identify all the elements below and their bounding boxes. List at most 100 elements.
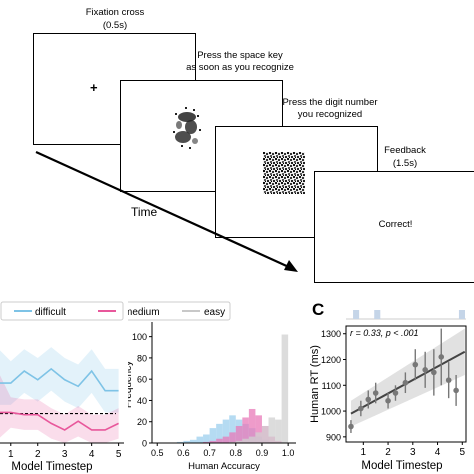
accuracy-timestep-line-chart: difficult 1 2 3 4 5 Model Timestep <box>0 301 124 473</box>
legend-label-difficult: difficult <box>35 307 66 318</box>
time-label: Time <box>131 205 158 219</box>
x-tick-label-2: 2 <box>385 447 391 458</box>
x-tick-label-4: 4 <box>435 447 441 458</box>
x-axis-label: Model Timestep <box>361 460 442 472</box>
bar-difficult-6 <box>216 423 223 443</box>
panel-c-letter: C <box>312 300 325 319</box>
bar-easy-11 <box>248 436 256 443</box>
x-axis-label: Model Timestep <box>11 461 92 473</box>
fixation-title: Fixation cross <box>85 7 145 18</box>
x-tick-label-4: 4 <box>89 449 95 460</box>
x-tick-label-1: 1 <box>361 447 367 458</box>
legend-box-mid <box>128 301 231 321</box>
y-tick-label-900: 900 <box>326 432 341 442</box>
mask-instruction-line2: you recognized <box>297 109 363 120</box>
stimulus-instruction-line2: as soon as you recognize <box>186 62 294 73</box>
legend-label-medium: medium <box>128 307 160 318</box>
x-tick-label-3: 3 <box>62 449 68 460</box>
data-point-3 <box>372 390 379 396</box>
y-tick-label-0: 0 <box>142 439 147 449</box>
y-tick-label-60: 60 <box>137 375 147 385</box>
marginal-bar-16 <box>458 310 465 319</box>
data-point-2 <box>365 396 372 403</box>
data-point-7 <box>412 361 419 368</box>
bar-medium-9 <box>235 425 243 443</box>
data-point-8 <box>422 367 428 373</box>
bar-easy-12 <box>255 432 262 443</box>
x-tick-label-0.8: 0.8 <box>230 448 243 458</box>
fixation-duration: (0.5s) <box>102 20 128 31</box>
feedback-message: Correct! <box>378 219 413 230</box>
difficult-ci-band <box>0 347 119 413</box>
bar-easy-16 <box>281 334 289 443</box>
y-tick-label-40: 40 <box>137 396 147 406</box>
x-tick-label-5: 5 <box>116 449 122 460</box>
time-arrow <box>35 150 298 272</box>
noisy-digit-image <box>173 107 201 149</box>
data-point-0 <box>348 423 354 430</box>
y-tick-label-80: 80 <box>137 353 147 363</box>
data-point-9 <box>431 369 437 376</box>
bar-difficult-3 <box>196 436 204 443</box>
y-tick-label-1300: 1300 <box>321 329 341 339</box>
x-tick-label-5: 5 <box>460 447 466 458</box>
feedback-title: Feedback <box>384 145 426 156</box>
data-point-10 <box>438 354 445 360</box>
bar-difficult-8 <box>229 415 236 443</box>
paradigm-schematic: Fixation cross (0.5s) + Press the space … <box>33 7 474 283</box>
bar-difficult-5 <box>209 428 217 443</box>
marginal-bar-1 <box>353 310 360 319</box>
feedback-screen: Correct! <box>314 171 474 283</box>
x-tick-label-0.9: 0.9 <box>256 448 269 458</box>
data-point-12 <box>453 387 459 394</box>
stimulus-instruction-line1: Press the space key <box>197 50 283 61</box>
x-tick-label-0.6: 0.6 <box>177 448 190 458</box>
data-point-5 <box>392 390 399 396</box>
fixation-cross-symbol: + <box>90 80 98 95</box>
x-tick-label-1: 1 <box>8 449 14 460</box>
bar-medium-7 <box>222 436 230 443</box>
difficult-line <box>0 367 119 392</box>
marginal-bar-4 <box>374 310 381 319</box>
mask-instruction-line1: Press the digit number <box>282 97 378 108</box>
y-tick-label-1000: 1000 <box>321 407 341 417</box>
bar-easy-15 <box>275 419 282 443</box>
y-tick-label-100: 100 <box>132 332 147 342</box>
x-axis-label: Human Accuracy <box>188 461 260 472</box>
bar-difficult-0 <box>176 441 184 443</box>
x-tick-label-0.5: 0.5 <box>151 448 164 458</box>
x-tick-label-2: 2 <box>35 449 41 460</box>
x-tick-label-1: 1.0 <box>282 448 295 458</box>
y-tick-label-1200: 1200 <box>321 355 341 365</box>
bar-medium-8 <box>229 432 236 443</box>
fit-confidence-band <box>350 328 465 427</box>
data-point-4 <box>385 397 391 404</box>
data-point-11 <box>445 377 452 383</box>
data-point-6 <box>402 379 409 386</box>
x-tick-label-3: 3 <box>410 447 416 458</box>
y-axis-label: Human RT (ms) <box>309 345 321 423</box>
medium-ci-band <box>0 375 119 443</box>
bar-medium-4 <box>203 441 210 443</box>
legend-label-easy: easy <box>204 307 225 318</box>
bar-easy-10 <box>242 438 249 443</box>
y-tick-label-20: 20 <box>137 417 147 427</box>
bar-medium-12 <box>255 415 262 443</box>
bar-easy-14 <box>268 417 276 443</box>
bar-difficult-2 <box>189 439 197 443</box>
bar-medium-6 <box>216 438 223 443</box>
correlation-annotation: r = 0.33, p < .001 <box>350 328 419 338</box>
bar-easy-8 <box>229 441 236 443</box>
y-tick-label-1100: 1100 <box>322 381 341 391</box>
medium-line <box>0 411 119 431</box>
data-point-1 <box>358 405 364 412</box>
bar-difficult-7 <box>222 419 230 443</box>
bar-medium-5 <box>209 440 217 443</box>
bar-difficult-1 <box>183 440 190 443</box>
x-tick-label-0.7: 0.7 <box>203 448 216 458</box>
bar-medium-10 <box>242 417 249 443</box>
human-accuracy-histogram: medium easy 0 20 40 60 80 100 0.5 0.6 0.7 0.8 0.9 1.0… <box>128 301 296 472</box>
noise-mask-image <box>263 152 305 194</box>
plot-frame <box>345 325 467 443</box>
bar-easy-9 <box>235 440 243 443</box>
